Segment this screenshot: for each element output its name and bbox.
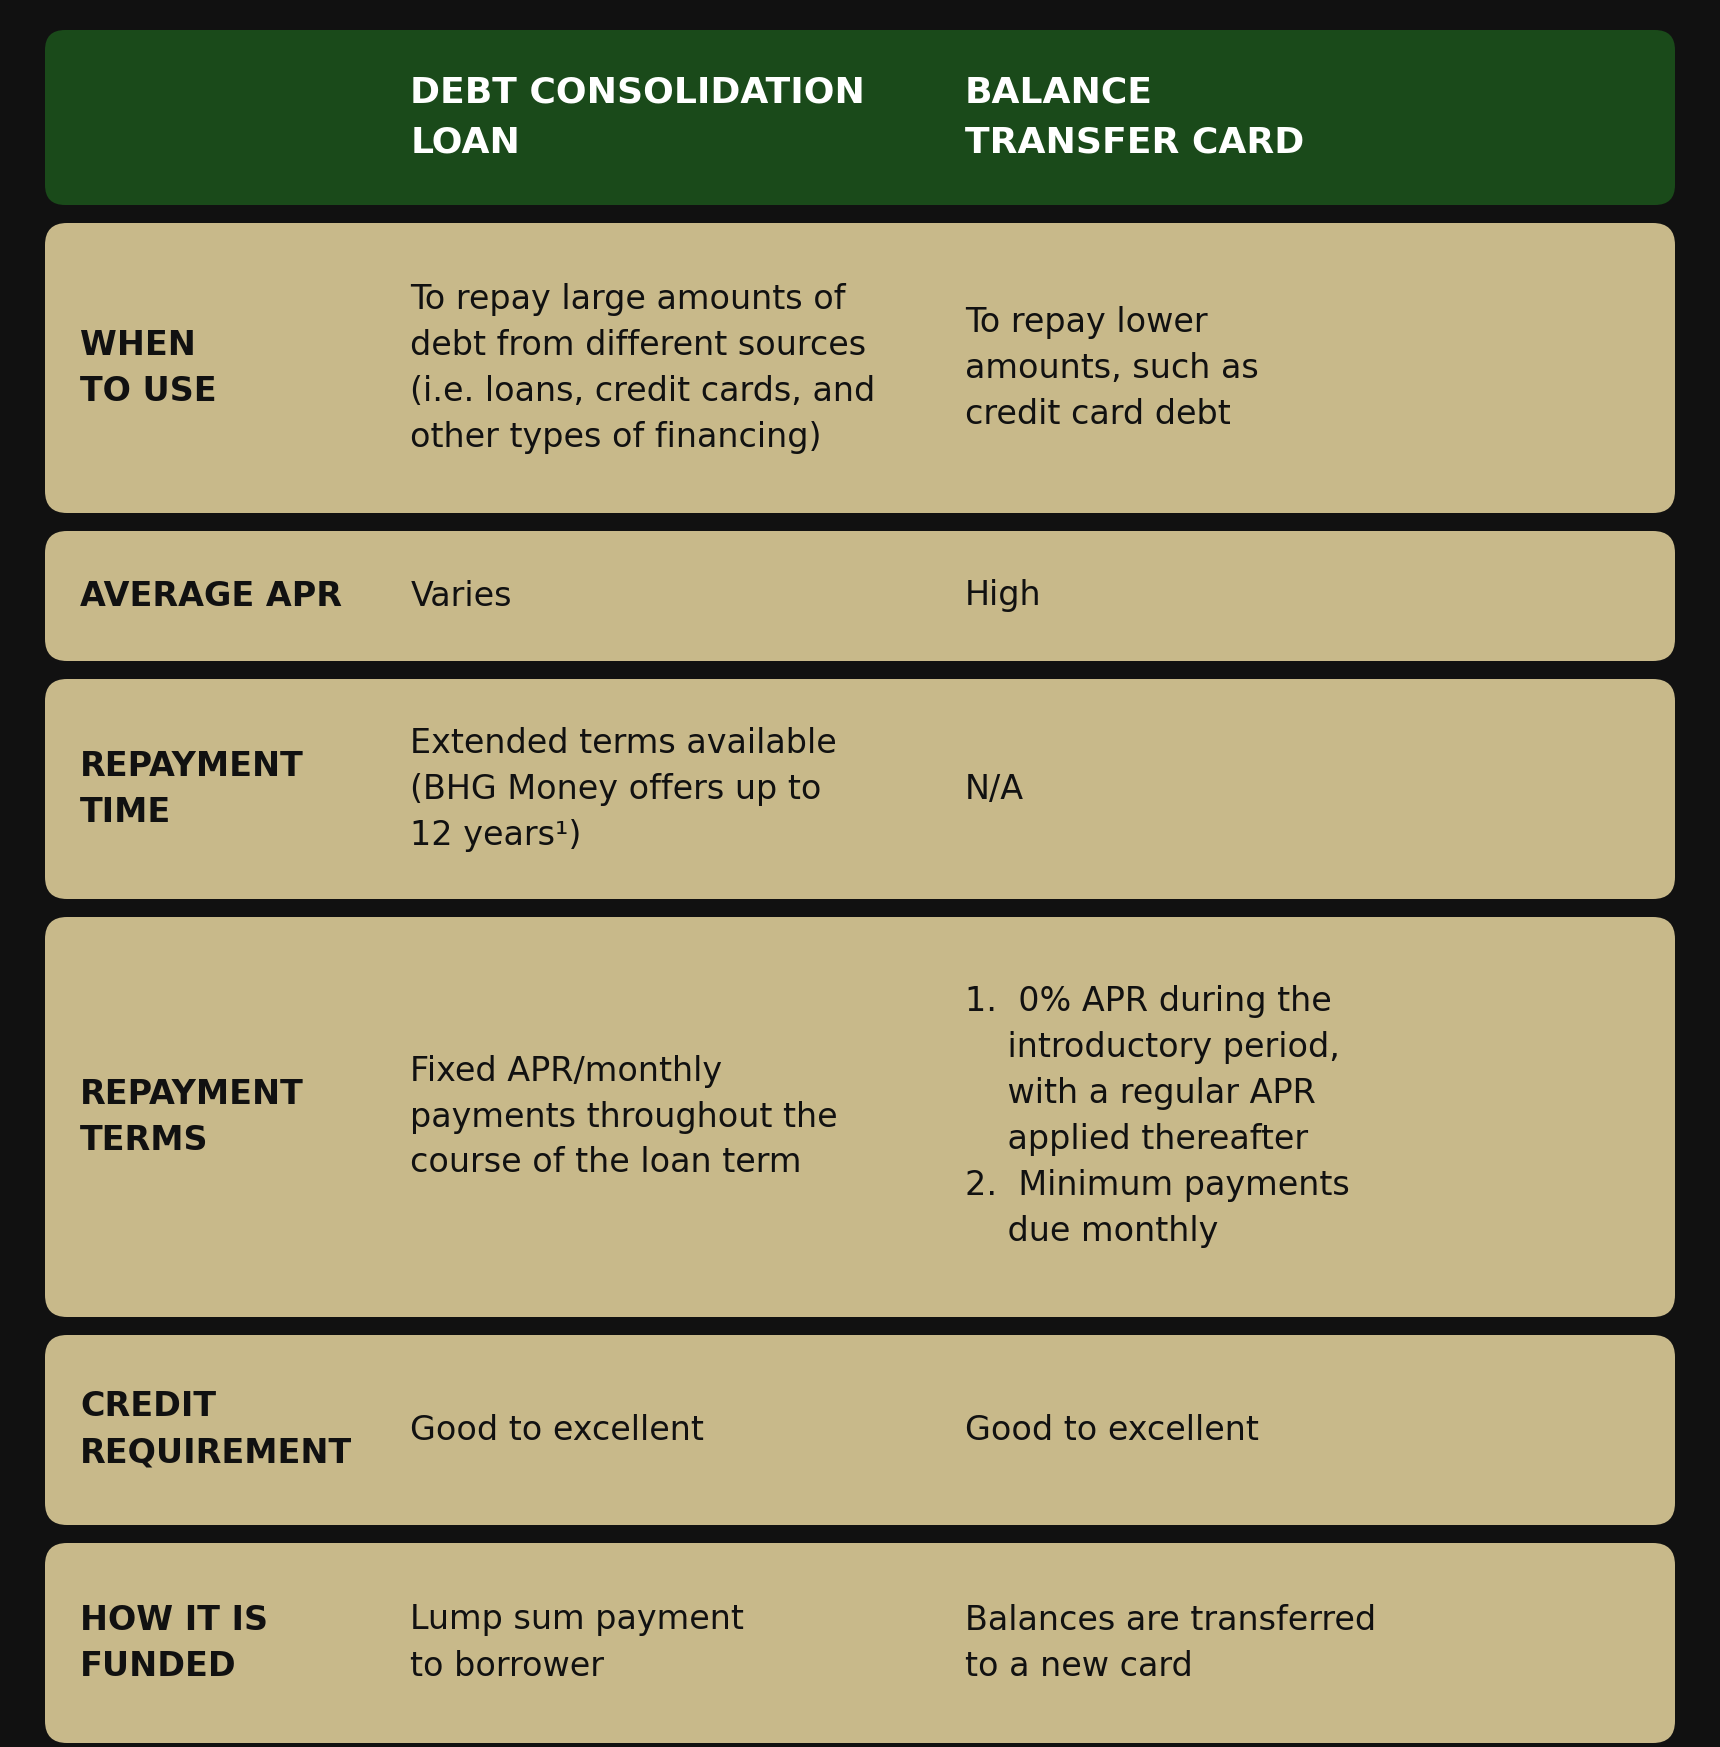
Text: AVERAGE APR: AVERAGE APR	[81, 580, 342, 613]
Text: Good to excellent: Good to excellent	[411, 1413, 703, 1447]
Text: WHEN
TO USE: WHEN TO USE	[81, 328, 217, 407]
Text: Lump sum payment
to borrower: Lump sum payment to borrower	[411, 1604, 745, 1682]
FancyBboxPatch shape	[45, 531, 1675, 660]
Text: REPAYMENT
TIME: REPAYMENT TIME	[81, 749, 304, 828]
Text: Fixed APR/monthly
payments throughout the
course of the loan term: Fixed APR/monthly payments throughout th…	[411, 1055, 838, 1179]
Text: 1.  0% APR during the
    introductory period,
    with a regular APR
    applie: 1. 0% APR during the introductory period…	[965, 985, 1350, 1249]
Text: N/A: N/A	[965, 772, 1023, 805]
FancyBboxPatch shape	[45, 1335, 1675, 1525]
Text: To repay large amounts of
debt from different sources
(i.e. loans, credit cards,: To repay large amounts of debt from diff…	[411, 283, 875, 454]
FancyBboxPatch shape	[45, 680, 1675, 900]
Text: HOW IT IS
FUNDED: HOW IT IS FUNDED	[81, 1604, 268, 1682]
Text: High: High	[965, 580, 1041, 613]
Text: BALANCE
TRANSFER CARD: BALANCE TRANSFER CARD	[965, 75, 1304, 159]
Text: To repay lower
amounts, such as
credit card debt: To repay lower amounts, such as credit c…	[965, 306, 1259, 430]
FancyBboxPatch shape	[45, 1543, 1675, 1744]
Text: Good to excellent: Good to excellent	[965, 1413, 1259, 1447]
Text: Varies: Varies	[411, 580, 513, 613]
Text: CREDIT
REQUIREMENT: CREDIT REQUIREMENT	[81, 1391, 353, 1469]
FancyBboxPatch shape	[45, 917, 1675, 1317]
Text: REPAYMENT
TERMS: REPAYMENT TERMS	[81, 1078, 304, 1157]
FancyBboxPatch shape	[45, 30, 1675, 204]
Text: Extended terms available
(BHG Money offers up to
12 years¹): Extended terms available (BHG Money offe…	[411, 727, 838, 851]
Text: DEBT CONSOLIDATION
LOAN: DEBT CONSOLIDATION LOAN	[411, 75, 865, 159]
Text: Balances are transferred
to a new card: Balances are transferred to a new card	[965, 1604, 1376, 1682]
FancyBboxPatch shape	[45, 224, 1675, 514]
